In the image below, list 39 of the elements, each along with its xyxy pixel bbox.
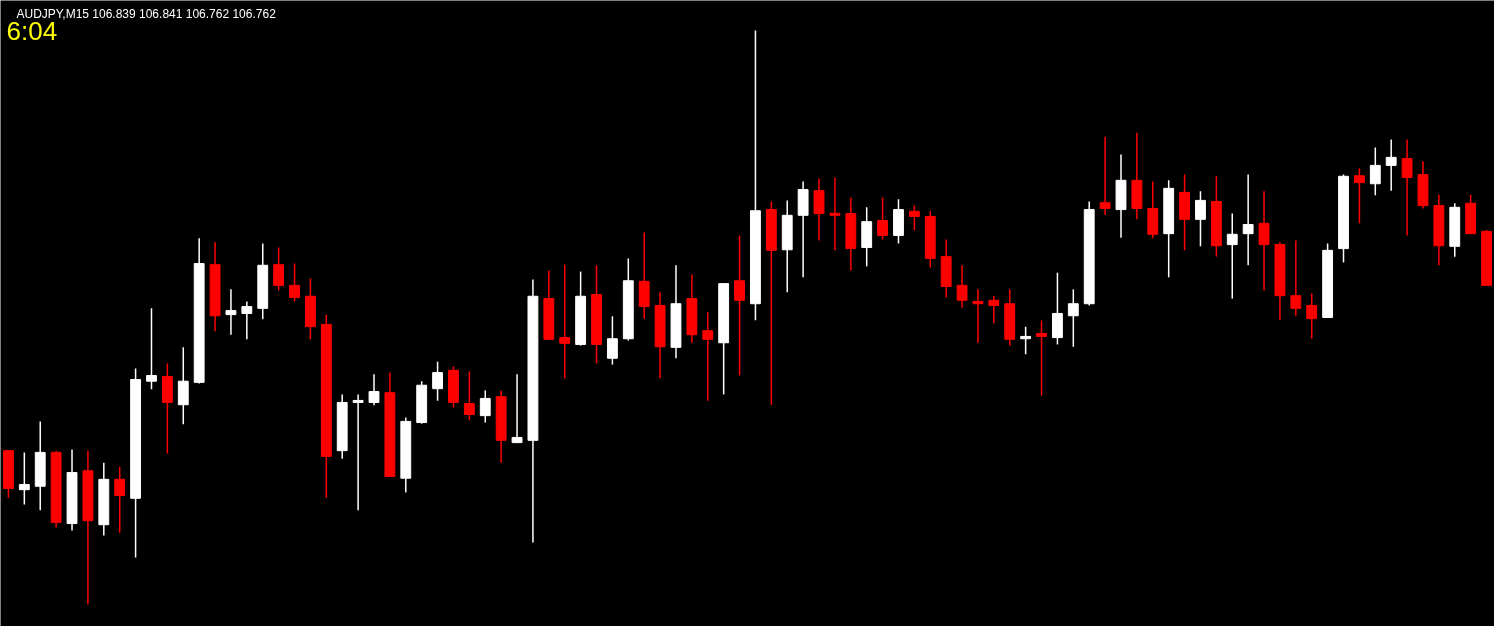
candlestick <box>241 300 253 341</box>
candlestick <box>1195 190 1206 248</box>
candlestick <box>511 373 523 444</box>
candlestick <box>114 465 126 534</box>
candlestick <box>1306 292 1318 340</box>
candlestick <box>606 315 618 366</box>
candlestick <box>146 307 157 390</box>
candlestick <box>988 294 1000 324</box>
candlestick <box>908 204 920 231</box>
candlestick <box>1369 146 1381 196</box>
candlestick <box>734 234 745 377</box>
candlestick <box>1353 167 1365 225</box>
candlestick <box>1067 288 1079 348</box>
candlestick <box>177 346 189 426</box>
candlestick <box>463 370 475 421</box>
candlestick <box>1099 135 1111 216</box>
candlestick <box>289 262 300 303</box>
candlestick <box>1242 173 1254 267</box>
candlestick <box>368 373 380 407</box>
candlestick <box>1290 239 1302 317</box>
candlestick <box>1226 212 1238 300</box>
candlestick <box>559 263 571 380</box>
candlestick <box>479 389 491 424</box>
candlestick <box>829 176 841 252</box>
candlestick <box>972 288 984 344</box>
candlestick <box>1401 138 1413 237</box>
candlestick <box>225 288 237 336</box>
candlestick <box>877 196 889 241</box>
candlestick <box>1258 190 1270 292</box>
candlestick <box>813 177 825 242</box>
candlestick <box>1385 138 1397 192</box>
candlestick <box>18 451 30 506</box>
candlestick <box>1036 319 1047 397</box>
candlestick <box>1020 325 1032 355</box>
candlestick <box>352 393 364 512</box>
candlestick <box>273 246 285 292</box>
candlestick <box>432 360 443 402</box>
candlestick <box>702 311 714 402</box>
candlestick <box>956 264 968 309</box>
